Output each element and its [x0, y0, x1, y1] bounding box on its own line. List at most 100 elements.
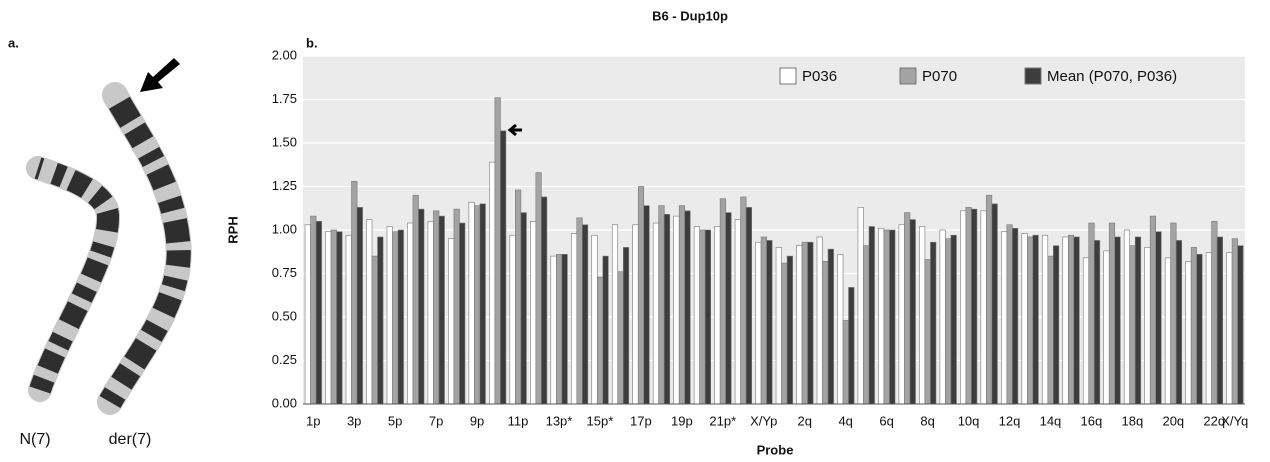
x-tick-label: X/Yp	[750, 413, 777, 428]
bar	[413, 195, 419, 404]
bar	[521, 213, 527, 404]
bar	[1171, 223, 1177, 404]
x-tick-label: 5p	[388, 413, 402, 428]
y-tick-label: 0.50	[272, 308, 297, 323]
bar	[633, 225, 639, 404]
x-tick-label: 3p	[347, 413, 361, 428]
bar	[571, 233, 577, 404]
bar	[618, 272, 624, 404]
bar	[372, 256, 378, 404]
bar	[910, 220, 916, 404]
bar	[1238, 246, 1244, 404]
bar	[1130, 246, 1136, 404]
bar	[837, 254, 843, 404]
bar	[960, 211, 966, 404]
bar	[1217, 237, 1223, 404]
bar	[1165, 258, 1171, 404]
bar	[1156, 232, 1162, 404]
bar	[1206, 253, 1212, 404]
bar	[551, 256, 557, 404]
bar	[1227, 253, 1233, 404]
bar	[1232, 239, 1238, 404]
bar	[694, 227, 700, 404]
bar	[889, 230, 895, 404]
bar	[428, 221, 434, 404]
bar	[1083, 258, 1089, 404]
x-tick-label: 14q	[1040, 413, 1062, 428]
bar	[638, 187, 644, 405]
bar	[418, 209, 424, 404]
bar	[904, 213, 910, 404]
bar	[735, 220, 741, 404]
x-tick-label: 15p*	[587, 413, 614, 428]
bar	[679, 206, 685, 404]
x-axis-label: Probe	[757, 442, 794, 457]
y-tick-label: 0.25	[272, 352, 297, 367]
bar	[474, 206, 480, 404]
x-tick-label: 4q	[838, 413, 852, 428]
chromosome-label: der(7)	[109, 431, 152, 448]
bar	[884, 230, 890, 404]
bar	[577, 218, 583, 404]
bar	[316, 221, 322, 404]
bar	[1212, 221, 1218, 404]
bar	[1033, 235, 1039, 404]
x-tick-label: 11p	[508, 413, 529, 428]
bar	[1042, 235, 1048, 404]
chromosome-label: N(7)	[19, 431, 50, 448]
panel-label: a.	[8, 35, 19, 50]
bar	[756, 242, 762, 404]
bar	[823, 261, 829, 404]
x-tick-label: 2q	[797, 413, 811, 428]
figure: a. N(7) der(7) B6 - Dup10p b. Probe RPH …	[0, 0, 1270, 462]
bar	[849, 287, 855, 404]
bar	[530, 221, 536, 404]
bar	[1186, 261, 1192, 404]
x-tick-label: 21p*	[709, 413, 736, 428]
chart-title: B6 - Dup10p	[652, 8, 728, 23]
bar	[653, 223, 659, 404]
bar	[940, 230, 946, 404]
bar	[659, 206, 665, 404]
bar	[986, 195, 992, 404]
bar	[439, 216, 445, 404]
bar	[797, 246, 803, 404]
bar	[510, 235, 516, 404]
chromosome-bands	[38, 168, 108, 390]
bar	[387, 227, 393, 404]
bar	[541, 197, 547, 404]
bar	[582, 225, 588, 404]
arrow	[140, 58, 180, 92]
bar	[536, 173, 542, 404]
bar	[767, 240, 773, 404]
x-tick-label: 18q	[1122, 413, 1144, 428]
bar	[1109, 223, 1115, 404]
bar	[1027, 237, 1033, 404]
x-tick-label: 10q	[958, 413, 980, 428]
bar	[878, 228, 884, 404]
bar	[1053, 246, 1059, 404]
bar	[705, 230, 711, 404]
bar	[919, 227, 925, 404]
bar	[741, 197, 747, 404]
y-tick-label: 0.75	[272, 265, 297, 280]
bar	[1012, 228, 1018, 404]
bar	[925, 260, 931, 404]
legend-swatch	[900, 68, 916, 84]
bar	[556, 254, 562, 404]
bar	[1063, 237, 1069, 404]
y-tick-label: 0.00	[272, 395, 297, 410]
page: {"panel_a":{"label":"a.","chromosomes":[…	[0, 0, 1270, 462]
bar	[398, 230, 404, 404]
bar	[623, 247, 629, 404]
bar	[966, 207, 972, 404]
bar	[1068, 235, 1074, 404]
bar	[489, 162, 495, 404]
bar	[992, 204, 998, 404]
bar	[597, 277, 603, 404]
bar	[700, 230, 706, 404]
y-tick-label: 1.00	[272, 221, 297, 236]
bar	[843, 320, 849, 404]
bar	[685, 211, 691, 404]
bar	[726, 213, 732, 404]
